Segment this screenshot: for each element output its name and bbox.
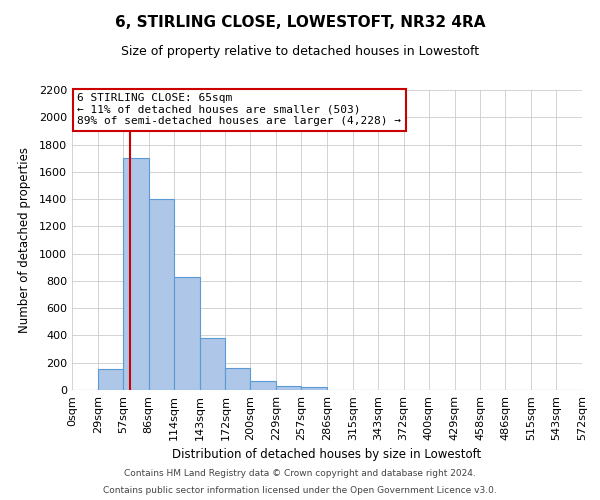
Bar bbox=[250, 381, 276, 390]
Bar bbox=[149, 199, 173, 390]
Bar bbox=[226, 368, 250, 390]
Text: 6 STIRLING CLOSE: 65sqm
← 11% of detached houses are smaller (503)
89% of semi-d: 6 STIRLING CLOSE: 65sqm ← 11% of detache… bbox=[77, 93, 401, 126]
Text: Contains public sector information licensed under the Open Government Licence v3: Contains public sector information licen… bbox=[103, 486, 497, 495]
Bar bbox=[301, 386, 327, 390]
Text: Contains HM Land Registry data © Crown copyright and database right 2024.: Contains HM Land Registry data © Crown c… bbox=[124, 468, 476, 477]
X-axis label: Distribution of detached houses by size in Lowestoft: Distribution of detached houses by size … bbox=[172, 448, 482, 462]
Y-axis label: Number of detached properties: Number of detached properties bbox=[17, 147, 31, 333]
Text: 6, STIRLING CLOSE, LOWESTOFT, NR32 4RA: 6, STIRLING CLOSE, LOWESTOFT, NR32 4RA bbox=[115, 15, 485, 30]
Text: Size of property relative to detached houses in Lowestoft: Size of property relative to detached ho… bbox=[121, 45, 479, 58]
Bar bbox=[98, 369, 123, 390]
Bar bbox=[173, 277, 199, 390]
Bar bbox=[276, 386, 301, 390]
Bar bbox=[123, 158, 149, 390]
Bar bbox=[199, 338, 226, 390]
